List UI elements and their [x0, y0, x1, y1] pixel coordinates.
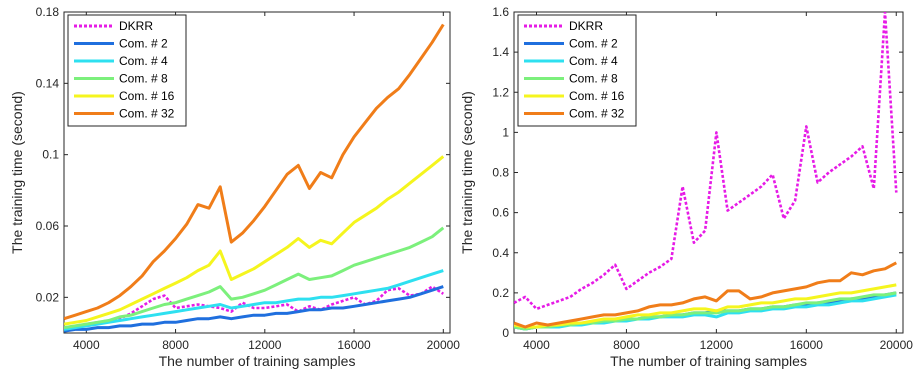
legend-label: Com. # 8 — [569, 72, 618, 86]
series-line-com-32 — [64, 23, 445, 321]
y-tick-label: 0.14 — [36, 76, 60, 90]
legend-label: Com. # 32 — [569, 107, 625, 121]
right-chart: 4000 8000 12000 16000 20000 0 0.2 0.4 0.6 0.8 1 1.2… — [459, 5, 913, 369]
series-line-com-16 — [514, 283, 897, 329]
legend-label: Com. # 32 — [119, 107, 175, 121]
y-tick-label: 0.4 — [492, 246, 509, 260]
series-line-com-32 — [514, 261, 898, 329]
x-axis-label: The number of training samples — [159, 353, 356, 369]
x-tick-label: 8000 — [613, 338, 640, 352]
y-tick-label: 1 — [502, 125, 509, 139]
y-tick-label: 0.02 — [36, 290, 60, 304]
series-line-com-4 — [64, 269, 444, 331]
y-axis-label: The training time (second) — [9, 91, 25, 254]
x-axis-label: The number of training samples — [610, 353, 807, 369]
y-tick-label: 0.06 — [36, 219, 60, 233]
legend — [67, 14, 187, 127]
legend-label: DKRR — [569, 19, 603, 33]
legend — [517, 14, 637, 127]
legend-label: DKRR — [119, 19, 153, 33]
x-tick-label: 4000 — [523, 338, 550, 352]
legend-label: Com. # 2 — [569, 37, 618, 51]
series-line-com-2 — [64, 285, 444, 333]
y-tick-label: 1.4 — [492, 45, 509, 59]
x-tick-label: 16000 — [790, 338, 824, 352]
y-tick-label: 1.6 — [492, 5, 509, 19]
x-tick-label: 12000 — [248, 338, 282, 352]
x-tick-label: 4000 — [73, 338, 100, 352]
x-tick-label: 20000 — [427, 338, 461, 352]
y-tick-label: 0.6 — [492, 206, 509, 220]
x-tick-label: 8000 — [162, 338, 189, 352]
y-tick-label: 1.2 — [492, 85, 509, 99]
series-line-dkrr — [514, 12, 898, 311]
y-axis-label: The training time (second) — [459, 91, 475, 254]
legend-label: Com. # 16 — [569, 89, 625, 103]
legend-label: Com. # 8 — [119, 72, 168, 86]
left-chart: 4000 8000 12000 16000 20000 0.02 0.06 0.1 0.14 0.… — [9, 5, 460, 369]
legend-label: Com. # 2 — [119, 37, 168, 51]
x-tick-label: 16000 — [337, 338, 371, 352]
y-tick-label: 0.1 — [42, 148, 59, 162]
series-line-dkrr — [64, 285, 445, 329]
legend-label: Com. # 16 — [119, 89, 175, 103]
legend-label: Com. # 4 — [119, 54, 168, 68]
y-tick-label: 0 — [502, 326, 509, 340]
y-tick-label: 0.2 — [492, 286, 509, 300]
x-tick-label: 12000 — [700, 338, 734, 352]
legend-label: Com. # 4 — [569, 54, 618, 68]
y-tick-label: 0.18 — [36, 5, 60, 19]
y-tick-label: 0.8 — [492, 166, 509, 180]
x-tick-label: 20000 — [880, 338, 914, 352]
series-line-com-16 — [64, 155, 445, 326]
series-line-com-8 — [64, 226, 445, 330]
